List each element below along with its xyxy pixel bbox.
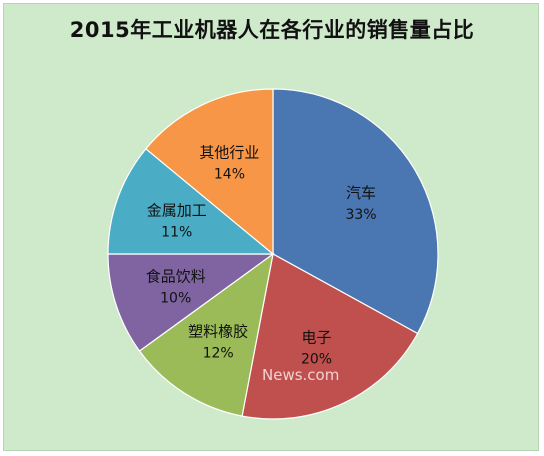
pie-slice-3 (107, 253, 275, 352)
slice-value-5: 14% (214, 166, 245, 182)
slice-label-5: 其他行业 (199, 143, 259, 161)
slice-label-1: 电子 (302, 329, 332, 347)
slice-value-4: 11% (161, 224, 192, 240)
slice-label-2: 塑料橡胶 (188, 322, 248, 340)
slice-label-3: 食品饮料 (146, 268, 206, 286)
pie-slice-1 (241, 253, 419, 420)
chart-frame: 2015年工业机器人在各行业的销售量占比 汽车 33% 电子 20% 塑料橡胶 12% 食品… (3, 3, 539, 451)
pie-slice-0 (272, 88, 439, 335)
pie-slice-2 (138, 252, 274, 417)
chart-title: 2015年工业机器人在各行业的销售量占比 (69, 18, 475, 42)
slice-value-2: 12% (203, 345, 234, 361)
slice-value-1: 20% (301, 352, 332, 368)
pie-chart: 汽车 33% 电子 20% 塑料橡胶 12% 食品饮料 10% 金属加工 11% 其他行业 14% Ne… (107, 88, 439, 420)
slice-label-0: 汽车 (346, 184, 376, 202)
slice-value-3: 10% (160, 291, 191, 307)
pie-slice-4 (107, 147, 275, 255)
watermark-text: News.com (262, 366, 339, 384)
slice-label-4: 金属加工 (147, 201, 207, 219)
pie-slice-5 (145, 88, 274, 256)
slice-value-0: 33% (345, 207, 376, 223)
